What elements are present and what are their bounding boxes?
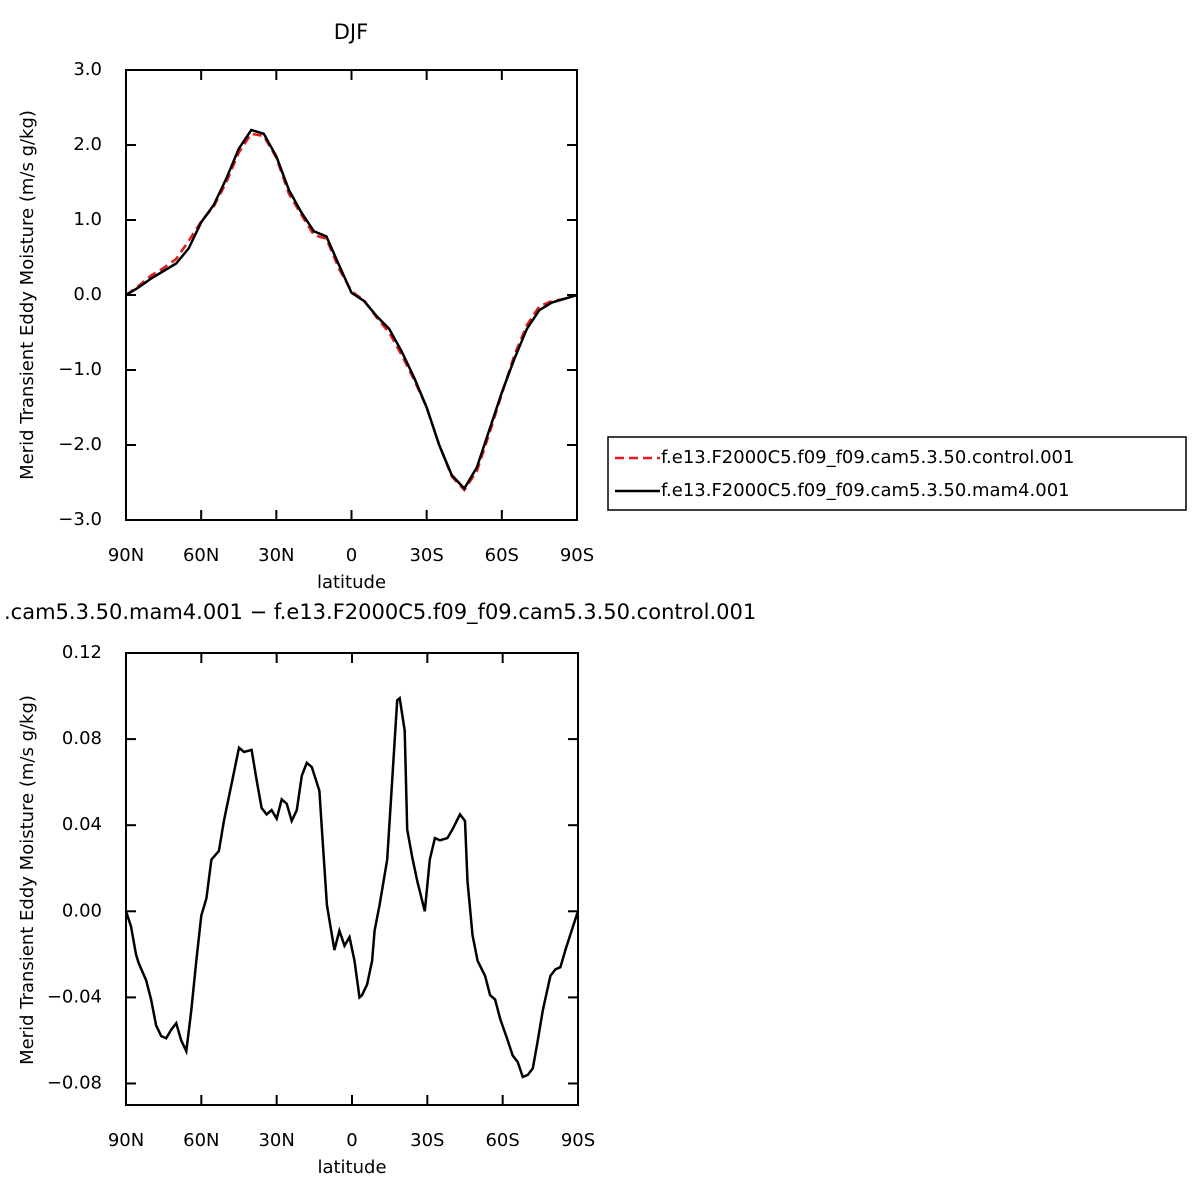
y-tick-label: −0.08	[47, 1072, 102, 1093]
legend-label: f.e13.F2000C5.f09_f09.cam5.3.50.control.…	[661, 447, 1074, 468]
y-tick-label: 0.0	[73, 284, 102, 305]
y-axis-label: Merid Transient Eddy Moisture (m/s g/kg)	[17, 110, 38, 480]
x-tick-label: 60S	[485, 1130, 519, 1151]
plot-frame	[125, 652, 579, 1106]
x-axis-label: latitude	[317, 572, 386, 593]
series-line	[125, 128, 578, 491]
x-tick-label: 30S	[409, 545, 443, 566]
y-tick-label: −3.0	[58, 509, 102, 530]
x-tick-label: 90S	[561, 1130, 595, 1151]
series-line	[125, 132, 578, 493]
y-tick-label: 0.12	[62, 642, 102, 663]
legend-label: f.e13.F2000C5.f09_f09.cam5.3.50.mam4.001	[661, 480, 1070, 501]
x-axis-label: latitude	[317, 1157, 386, 1178]
x-tick-label: 60N	[183, 545, 219, 566]
series-line	[124, 695, 580, 1079]
x-tick-label: 60S	[485, 545, 519, 566]
y-tick-label: 1.0	[73, 209, 102, 230]
y-tick-label: 3.0	[73, 59, 102, 80]
y-axis-label: Merid Transient Eddy Moisture (m/s g/kg)	[17, 695, 38, 1065]
y-tick-label: 0.08	[62, 728, 102, 749]
y-tick-label: −0.04	[47, 986, 102, 1007]
y-tick-label: −2.0	[58, 434, 102, 455]
x-tick-label: 0	[346, 545, 357, 566]
x-tick-label: 30N	[258, 1130, 294, 1151]
y-tick-label: 2.0	[73, 134, 102, 155]
y-tick-label: −1.0	[58, 359, 102, 380]
legend-box	[607, 436, 1187, 511]
plot-frame	[125, 69, 578, 521]
x-tick-label: 0	[346, 1130, 357, 1151]
x-tick-label: 90N	[108, 545, 144, 566]
chart-title: .cam5.3.50.mam4.001 − f.e13.F2000C5.f09_…	[4, 600, 756, 625]
chart-title: DJF	[334, 20, 368, 44]
x-tick-label: 30S	[410, 1130, 444, 1151]
y-tick-label: 0.04	[62, 814, 102, 835]
y-tick-label: 0.00	[62, 900, 102, 921]
x-tick-label: 90N	[108, 1130, 144, 1151]
x-tick-label: 60N	[183, 1130, 219, 1151]
x-tick-label: 90S	[560, 545, 594, 566]
x-tick-label: 30N	[258, 545, 294, 566]
